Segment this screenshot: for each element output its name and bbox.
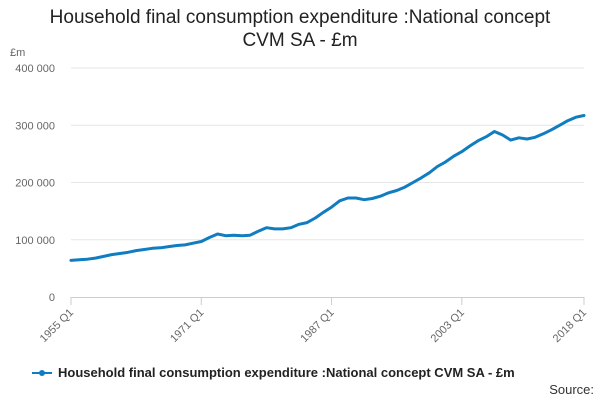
y-tick-label: 200 000 [15, 178, 55, 190]
x-tick-label: 2003 Q1 [429, 307, 467, 345]
y-axis-unit-label: £m [10, 47, 25, 59]
x-tick-label: 1987 Q1 [298, 307, 336, 345]
y-tick-label: 0 [49, 292, 55, 304]
chart-title-line-1: Household final consumption expenditure … [49, 7, 551, 28]
legend[interactable]: Household final consumption expenditure … [32, 365, 515, 380]
gridlines [71, 67, 584, 241]
chart-title: Household final consumption expenditure … [0, 6, 600, 52]
x-tick-label: 1955 Q1 [38, 307, 76, 345]
x-tick-label: 1971 Q1 [168, 307, 206, 345]
series-line-0[interactable] [69, 114, 586, 262]
x-axis-tick-labels: 1955 Q1 1971 Q1 1987 Q1 2003 Q1 2018 Q1 [38, 307, 589, 345]
axes [70, 297, 585, 305]
y-tick-label: 400 000 [15, 63, 55, 75]
series-layer [69, 114, 586, 262]
x-tick-label: 2018 Q1 [551, 307, 589, 345]
y-tick-label: 300 000 [15, 120, 55, 132]
source-label: Source: [549, 382, 594, 397]
y-axis-tick-labels: 0 100 000 200 000 300 000 400 000 [15, 63, 55, 304]
y-tick-label: 100 000 [15, 235, 55, 247]
chart-title-line-2: CVM SA - £m [242, 30, 358, 51]
legend-label: Household final consumption expenditure … [58, 365, 515, 380]
legend-line-marker-icon [32, 366, 52, 380]
